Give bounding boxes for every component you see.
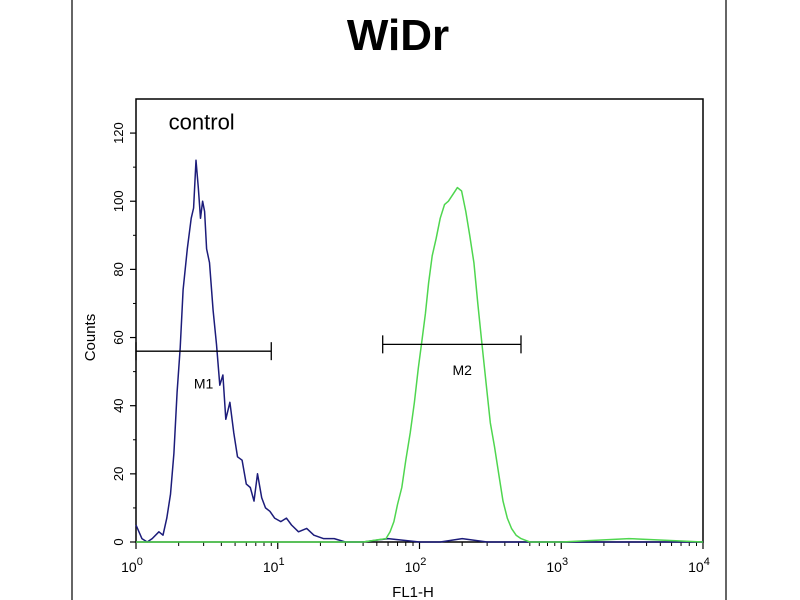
marker-label: M2	[452, 362, 472, 378]
series-layer	[135, 159, 704, 543]
x-tick-label: 104	[688, 556, 710, 575]
y-tick-label: 60	[111, 330, 126, 344]
x-axis: 100 101 102 103 104	[121, 542, 710, 575]
series-control-trace	[135, 159, 703, 543]
y-tick-label: 0	[111, 538, 126, 545]
y-tick-label: 20	[111, 467, 126, 481]
series-sample-trace	[136, 186, 704, 543]
outer-frame	[71, 0, 727, 600]
x-tick-label: 103	[546, 556, 568, 575]
y-tick-label: 80	[111, 262, 126, 276]
y-axis: 0 20 40 60 80 100 120	[111, 122, 136, 546]
marker-label: M1	[194, 376, 214, 392]
x-tick-label: 101	[263, 556, 285, 575]
y-tick-label: 40	[111, 398, 126, 412]
x-tick-label: 100	[121, 556, 143, 575]
annotation-label: control	[169, 110, 235, 135]
chart-title: WiDr	[347, 11, 449, 60]
annotation-layer: control	[169, 110, 235, 135]
x-tick-label: 102	[405, 556, 427, 575]
y-axis-label: Counts	[82, 314, 99, 362]
y-tick-label: 120	[111, 122, 126, 144]
x-axis-label: FL1-H	[392, 584, 434, 600]
plot-frame	[135, 98, 704, 543]
y-tick-label: 100	[111, 190, 126, 212]
marker-layer: M1 M2	[135, 335, 522, 392]
